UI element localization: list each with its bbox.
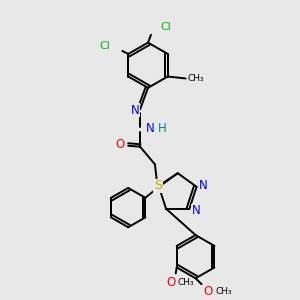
Text: O: O — [166, 276, 176, 289]
Text: N: N — [192, 204, 201, 217]
Text: N: N — [131, 104, 140, 117]
Text: O: O — [204, 285, 213, 298]
Text: N: N — [199, 179, 208, 192]
Text: Cl: Cl — [100, 41, 110, 51]
Text: Cl: Cl — [160, 22, 171, 32]
Text: N: N — [146, 122, 154, 135]
Text: CH₃: CH₃ — [215, 286, 232, 296]
Text: O: O — [116, 138, 125, 151]
Text: CH₃: CH₃ — [188, 74, 204, 83]
Text: H: H — [158, 122, 167, 135]
Text: CH₃: CH₃ — [178, 278, 194, 287]
Text: S: S — [154, 179, 162, 193]
